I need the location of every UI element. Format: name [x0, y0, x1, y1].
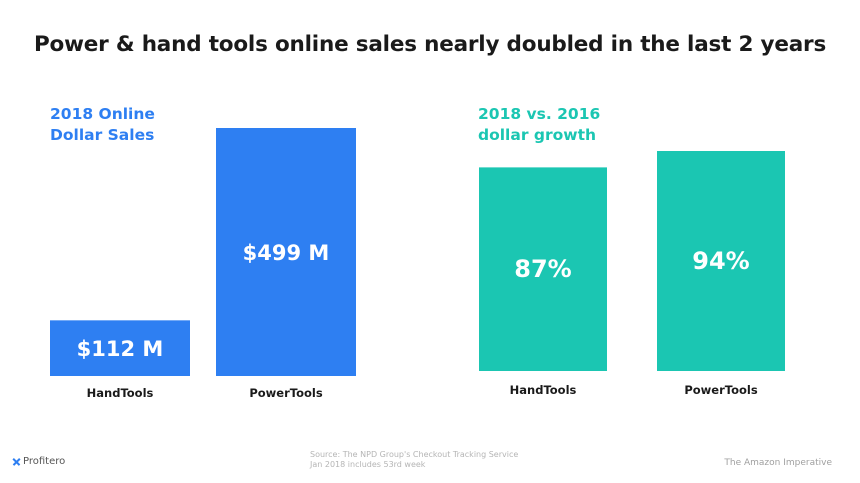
logo-x-icon	[12, 457, 21, 466]
footer-caption: The Amazon Imperative	[724, 458, 832, 468]
data-label-handtools: $112 M	[77, 337, 164, 361]
source-line1: Source: The NPD Group's Checkout Trackin…	[310, 450, 519, 459]
bar-handtools	[50, 320, 190, 376]
source-note: Source: The NPD Group's Checkout Trackin…	[310, 450, 518, 470]
data-label-handtools: 87%	[514, 255, 571, 283]
profitero-logo: Profitero	[12, 456, 65, 467]
growth-panel-label: 2018 vs. 2016 dollar growth	[478, 104, 600, 146]
sales-label-line2: Dollar Sales	[50, 126, 155, 144]
bar-handtools	[479, 167, 607, 371]
sales-panel-label: 2018 Online Dollar Sales	[50, 104, 155, 146]
sales-label-line1: 2018 Online	[50, 105, 155, 123]
category-label-handtools: HandTools	[87, 386, 154, 400]
bar-powertools	[216, 128, 356, 376]
data-label-powertools: 94%	[692, 247, 749, 275]
category-label-powertools: PowerTools	[249, 386, 322, 400]
chart-title: Power & hand tools online sales nearly d…	[34, 32, 827, 57]
growth-label-line2: dollar growth	[478, 126, 597, 144]
source-line2: Jan 2018 includes 53rd week	[310, 460, 426, 469]
category-label-powertools: PowerTools	[684, 383, 757, 397]
category-label-handtools: HandTools	[510, 383, 577, 397]
logo-text: Profitero	[23, 456, 66, 467]
growth-label-line1: 2018 vs. 2016	[478, 105, 601, 123]
chart-panel-2: 87% HandTools 94% PowerTools	[479, 151, 785, 397]
chart-panel-1: $112 M HandTools $499 M PowerTools	[50, 128, 356, 400]
bar-powertools	[657, 151, 785, 371]
data-label-powertools: $499 M	[243, 241, 330, 265]
